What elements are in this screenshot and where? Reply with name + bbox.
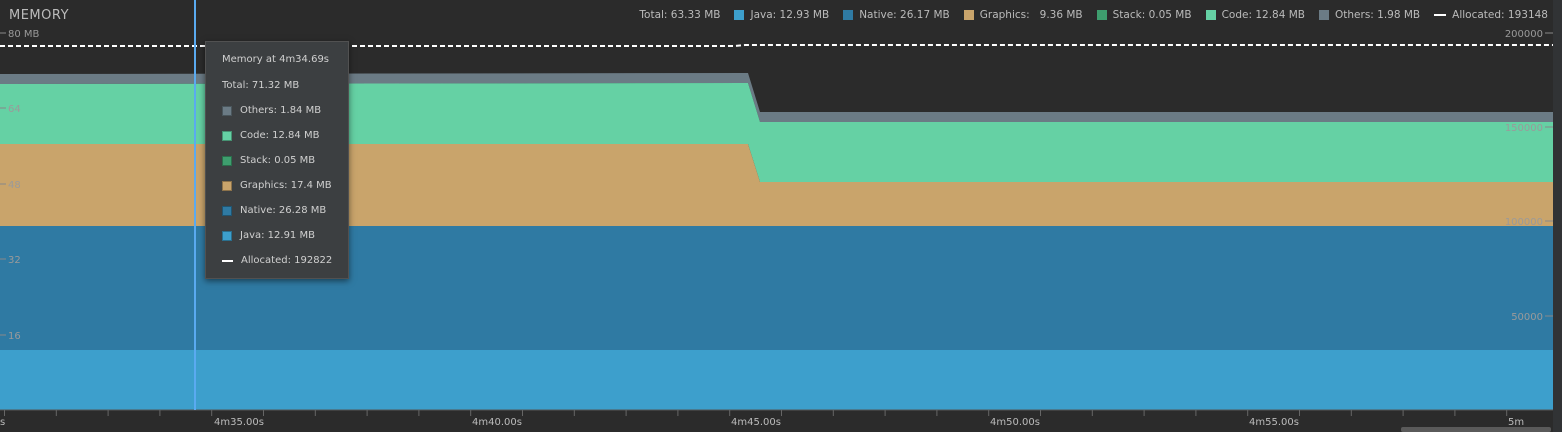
time-axis-label: 4m35.00s bbox=[214, 417, 264, 428]
legend-java: Java: 12.93 MB bbox=[734, 9, 829, 21]
graphics-area bbox=[0, 144, 1553, 226]
tooltip-row-label: Others: 1.84 MB bbox=[240, 105, 322, 116]
tooltip-title: Memory at 4m34.69s bbox=[222, 54, 330, 65]
tooltip-total: Total: 71.32 MB bbox=[222, 80, 300, 91]
legend-code: Code: 12.84 MB bbox=[1205, 9, 1305, 21]
tooltip-row-label: Graphics: 17.4 MB bbox=[240, 180, 332, 191]
code-swatch bbox=[222, 130, 232, 141]
legend-native-label: Native: 26.17 MB bbox=[859, 9, 950, 21]
legend-java-label: Java: 12.93 MB bbox=[750, 9, 830, 21]
graphics-swatch bbox=[963, 10, 974, 20]
legend-stack-label: Stack: 0.05 MB bbox=[1112, 9, 1192, 21]
legend-others: Others: 1.98 MB bbox=[1319, 9, 1420, 21]
left-axis-top-label: 80 MB bbox=[8, 29, 40, 40]
allocated-dash-icon bbox=[222, 259, 233, 262]
right-axis-top-label: 200000 bbox=[1505, 29, 1543, 40]
left-axis-label: 32 bbox=[8, 255, 21, 266]
stack-swatch bbox=[1096, 10, 1107, 20]
time-axis-label: 4m55.00s bbox=[1249, 417, 1299, 428]
tooltip-row-graphics: Graphics: 17.4 MB bbox=[222, 180, 332, 191]
time-axis-fragment-label: s bbox=[0, 417, 5, 428]
java-area bbox=[0, 350, 1553, 410]
legend-graphics-label: Graphics: 9.36 MB bbox=[979, 9, 1083, 21]
graphics-swatch bbox=[222, 180, 232, 191]
others-swatch bbox=[222, 105, 232, 116]
code-area bbox=[0, 83, 1553, 182]
tooltip-row-label: Code: 12.84 MB bbox=[240, 130, 320, 141]
legend-allocated-label: Allocated: 193148 bbox=[1452, 9, 1548, 21]
java-swatch bbox=[734, 10, 745, 20]
tooltip-row-label: Native: 26.28 MB bbox=[240, 205, 327, 216]
time-axis-label: 4m40.00s bbox=[472, 417, 522, 428]
tooltip-row-java: Java: 12.91 MB bbox=[222, 230, 315, 241]
time-axis-label: 4m45.00s bbox=[731, 417, 781, 428]
allocated-dash-icon bbox=[1434, 14, 1447, 16]
right-axis-label: 50000 bbox=[1511, 312, 1543, 323]
legend-stack: Stack: 0.05 MB bbox=[1096, 9, 1192, 21]
legend-allocated: Allocated: 193148 bbox=[1434, 9, 1548, 21]
timeline-scrollbar[interactable] bbox=[1401, 427, 1551, 432]
time-axis-label: 4m50.00s bbox=[990, 417, 1040, 428]
legend-native: Native: 26.17 MB bbox=[843, 9, 950, 21]
code-swatch bbox=[1205, 10, 1216, 20]
tooltip-row-code: Code: 12.84 MB bbox=[222, 130, 319, 141]
tooltip-row-others: Others: 1.84 MB bbox=[222, 105, 321, 116]
left-axis-label: 16 bbox=[8, 331, 21, 342]
others-area bbox=[0, 73, 1553, 122]
tooltip-row-label: Stack: 0.05 MB bbox=[240, 155, 316, 166]
tooltip-row-native: Native: 26.28 MB bbox=[222, 205, 326, 216]
panel-title: MEMORY bbox=[9, 8, 70, 23]
legend-others-label: Others: 1.98 MB bbox=[1335, 9, 1421, 21]
memory-tooltip: Memory at 4m34.69s Total: 71.32 MB Other… bbox=[205, 41, 349, 279]
tooltip-row-allocated: Allocated: 192822 bbox=[222, 255, 332, 266]
native-swatch bbox=[222, 205, 232, 216]
stack-swatch bbox=[222, 155, 232, 166]
native-swatch bbox=[843, 10, 854, 20]
legend-code-label: Code: 12.84 MB bbox=[1221, 9, 1305, 21]
legend-total: Total: 63.33 MB bbox=[639, 9, 721, 21]
right-axis-label: 100000 bbox=[1505, 217, 1543, 228]
right-side-strip bbox=[1553, 0, 1562, 432]
time-axis-label: 5m bbox=[1508, 417, 1524, 428]
tooltip-row-stack: Stack: 0.05 MB bbox=[222, 155, 315, 166]
tooltip-row-label: Java: 12.91 MB bbox=[240, 230, 315, 241]
java-swatch bbox=[222, 230, 232, 241]
others-swatch bbox=[1319, 10, 1329, 20]
left-axis-label: 64 bbox=[8, 104, 21, 115]
right-axis-label: 150000 bbox=[1505, 123, 1543, 134]
legend: Total: 63.33 MB Java: 12.93 MB Native: 2… bbox=[639, 9, 1548, 21]
allocated-line bbox=[0, 44, 1553, 47]
tooltip-row-label: Allocated: 192822 bbox=[241, 255, 333, 266]
legend-graphics: Graphics: 9.36 MB bbox=[963, 9, 1083, 21]
left-axis-label: 48 bbox=[8, 180, 21, 191]
time-axis-minor-ticks bbox=[4, 410, 1508, 416]
